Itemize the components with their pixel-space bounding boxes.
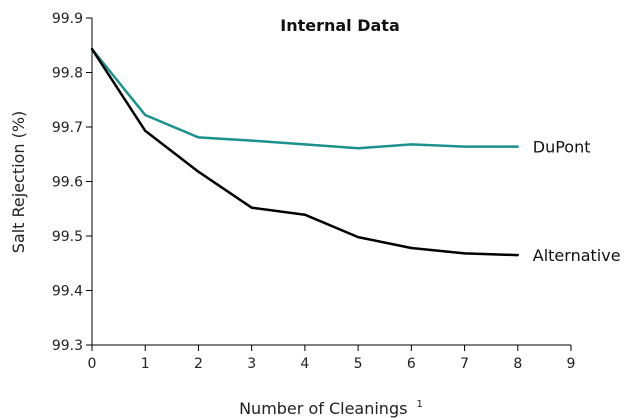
y-tick-label: 99.3 [52,338,83,354]
series-label-alternative: Alternative [533,246,621,265]
x-tick-label: 3 [247,356,256,372]
x-axis-label-text: Number of Cleanings [239,399,407,418]
y-axis-ticks: 99.3 99.4 99.5 99.6 99.7 99.8 99.9 [52,11,92,354]
series-group: DuPont Alternative [90,47,621,265]
data-point-alternative [356,235,360,239]
data-point-dupont [516,145,519,148]
data-point-dupont [410,143,413,146]
x-tick-label: 9 [567,356,576,372]
data-point-alternative [90,47,94,51]
x-tick-label: 7 [460,356,469,372]
y-tick-label: 99.7 [52,120,83,136]
data-point-dupont [144,113,147,117]
data-point-dupont [356,147,360,150]
x-tick-label: 8 [513,356,522,372]
data-point-alternative [516,253,519,257]
data-point-alternative [250,206,253,209]
x-tick-label: 4 [300,356,309,372]
x-axis-ticks: 0 1 2 3 4 5 6 7 8 9 [88,345,576,372]
data-point-dupont [197,136,200,139]
data-point-alternative [144,129,147,133]
x-tick-label: 6 [407,356,416,372]
data-point-dupont [250,139,253,142]
x-axis-label-footnote: 1 [417,399,423,410]
x-axis-label: Number of Cleanings 1 [239,399,423,418]
chart-title: Internal Data [280,16,400,35]
data-point-alternative [410,246,413,250]
data-point-dupont [303,143,307,146]
x-tick-label: 1 [141,356,150,372]
series-line-alternative [90,48,518,257]
data-point-dupont [463,145,466,148]
y-tick-label: 99.8 [52,66,83,82]
data-point-alternative [463,252,466,255]
data-point-alternative [303,213,307,216]
x-tick-label: 5 [354,356,363,372]
y-tick-label: 99.4 [52,284,83,300]
axes [91,18,571,346]
y-tick-label: 99.5 [52,229,83,245]
data-point-alternative [197,170,200,173]
y-axis-label: Salt Rejection (%) [9,111,28,254]
x-tick-label: 0 [88,356,97,372]
y-tick-label: 99.6 [52,175,83,191]
series-label-dupont: DuPont [533,138,591,157]
series-line-dupont [91,48,518,150]
x-tick-label: 2 [194,356,203,372]
y-tick-label: 99.9 [52,11,83,27]
